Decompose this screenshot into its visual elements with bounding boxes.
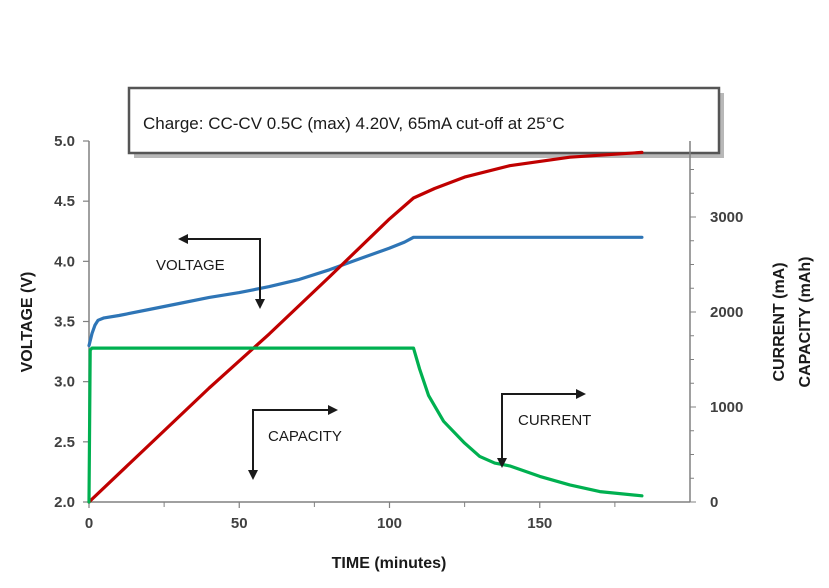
y-left-tick-label: 2.0: [54, 494, 75, 511]
capacity-arrow-head-down: [248, 470, 258, 480]
voltage-arrow-head: [178, 234, 188, 244]
capacity-arrow-head: [328, 405, 338, 415]
y-left-tick-label: 4.0: [54, 253, 75, 270]
y-axis-title-right-capacity: CAPACITY (mAh): [797, 257, 814, 388]
series-line-voltage: [87, 235, 644, 348]
voltage-arrow-head-down: [255, 299, 265, 309]
y-right-tick-label: 0: [710, 494, 718, 511]
annotation-voltage: VOLTAGE: [156, 257, 225, 274]
y-left-tick-label: 3.5: [54, 314, 75, 331]
capacity-arrow-line: [252, 409, 330, 472]
y-left-tick-label: 4.5: [54, 193, 75, 210]
y-axis-title-left: VOLTAGE (V): [19, 272, 36, 373]
y-left-tick-label: 3.0: [54, 374, 75, 391]
current-arrow-line: [501, 393, 578, 460]
x-axis-title: TIME (minutes): [332, 555, 447, 572]
title-box: [127, 86, 721, 155]
series-lines: [87, 150, 644, 504]
annotation-current: CURRENT: [518, 412, 591, 429]
x-tick-label: 50: [231, 515, 248, 532]
x-tick-label: 0: [85, 515, 93, 532]
y-left-tick-label: 2.5: [54, 434, 75, 451]
annotation-capacity: CAPACITY: [268, 428, 342, 445]
tick-labels: 0 50 100 150 2.0 2.5 3.0 3.5 4.0 4.5 5.0 0 1000 2000 3…: [54, 133, 743, 532]
y-left-tick-label: 5.0: [54, 133, 75, 150]
series-line-current: [87, 346, 644, 504]
current-arrow-head-down: [497, 458, 507, 468]
series-line-capacity: [87, 150, 644, 504]
y-right-tick-label: 1000: [710, 399, 743, 416]
current-arrow-head: [576, 389, 586, 399]
voltage-arrow-line: [186, 238, 261, 307]
y-right-tick-label: 3000: [710, 209, 743, 226]
x-tick-label: 150: [527, 515, 552, 532]
chart-title: Charge: CC-CV 0.5C (max) 4.20V, 65mA cut…: [143, 114, 565, 133]
y-right-tick-label: 2000: [710, 304, 743, 321]
x-tick-label: 100: [377, 515, 402, 532]
axes: [83, 140, 696, 508]
y-axis-title-right-current: CURRENT (mA): [771, 262, 788, 381]
annotation-arrows: [178, 234, 586, 480]
